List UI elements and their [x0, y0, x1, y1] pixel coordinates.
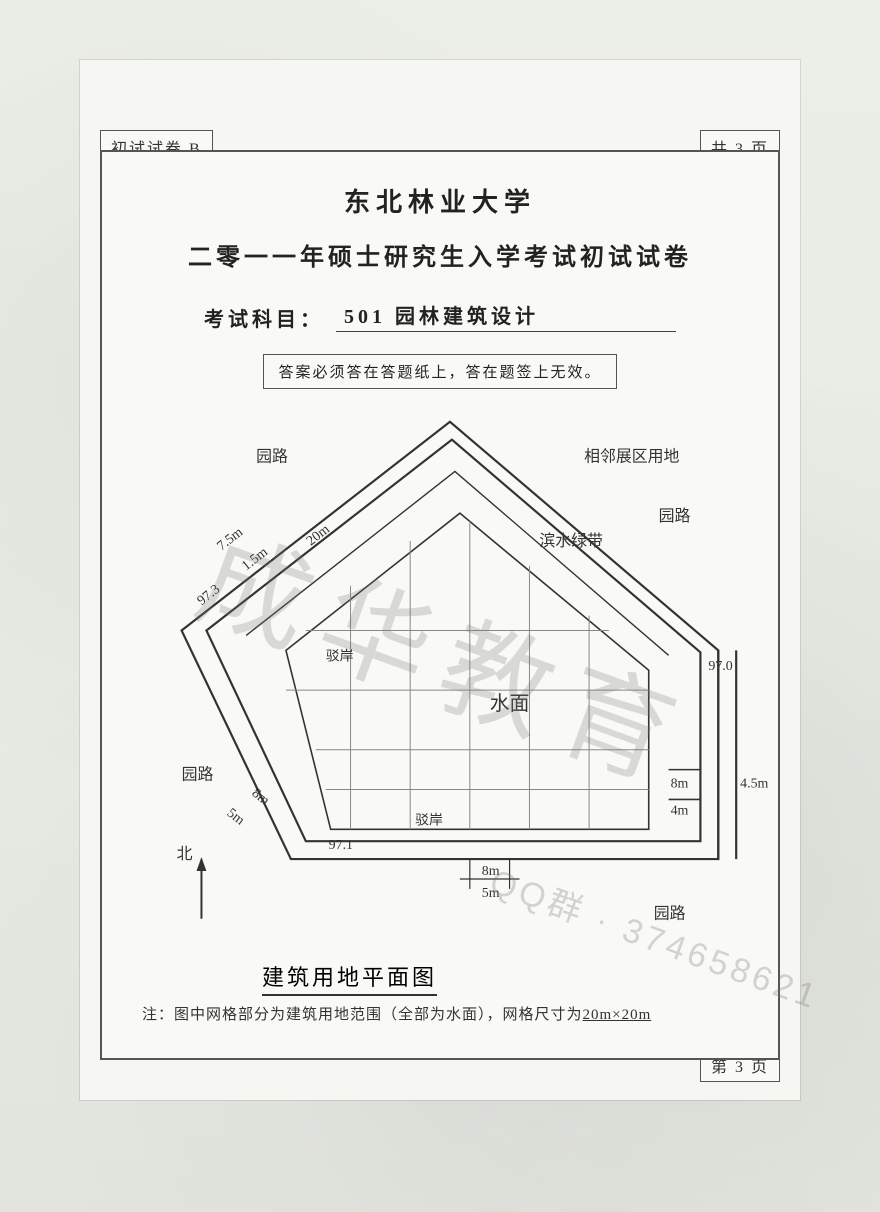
label-road-nw: 园路: [256, 448, 288, 466]
label-road-sw: 园路: [182, 766, 214, 784]
dim-5m-sw: 5m: [224, 806, 247, 829]
dim-1-5m: 1.5m: [239, 545, 271, 574]
exam-title: 二零一一年硕士研究生入学考试初试试卷: [102, 237, 778, 272]
label-road-s: 园路: [654, 905, 686, 923]
label-water: 水面: [490, 693, 530, 715]
dim-8m-s: 8m: [482, 864, 500, 879]
diagram-note: 注：图中网格部分为建筑用地范围（全部为水面），网格尺寸为20m×20m: [142, 1003, 651, 1024]
elev-97-1: 97.1: [329, 838, 353, 853]
label-adjacent: 相邻展区用地: [584, 448, 679, 466]
note-prefix: 注：图中网格部分为建筑用地范围（全部为水面），网格尺寸为: [142, 1007, 583, 1023]
site-plan-svg: 相邻展区用地 园路 滨水绿带 园路 园路 园路 水面 驳岸 驳岸 北 20m 7…: [112, 382, 768, 1038]
dim-7-5m: 7.5m: [215, 525, 247, 554]
subject-line: 考试科目： 501 园林建筑设计: [102, 300, 778, 332]
scanned-page: 初试试卷 B 共 3 页 第 3 页 东北林业大学 二零一一年硕士研究生入学考试…: [80, 60, 800, 1100]
dim-8m-sw: 8m: [249, 786, 272, 809]
header: 东北林业大学 二零一一年硕士研究生入学考试初试试卷 考试科目： 501 园林建筑…: [102, 152, 778, 389]
dim-4m: 4m: [671, 803, 689, 818]
note-grid: 20m×20m: [583, 1007, 652, 1023]
label-bank-2: 驳岸: [415, 812, 443, 828]
dim-20m: 20m: [304, 522, 333, 549]
university-name: 东北林业大学: [102, 182, 778, 219]
dim-8m-e: 8m: [671, 777, 689, 792]
label-bank-1: 驳岸: [326, 648, 354, 664]
label-north: 北: [177, 845, 193, 863]
dim-5m-s: 5m: [482, 886, 500, 901]
content-frame: 东北林业大学 二零一一年硕士研究生入学考试初试试卷 考试科目： 501 园林建筑…: [100, 150, 780, 1060]
subject-value: 501 园林建筑设计: [336, 300, 676, 332]
diagram-caption: 建筑用地平面图: [262, 960, 437, 996]
north-arrow: [196, 857, 206, 919]
subject-label: 考试科目：: [204, 303, 324, 332]
elev-97-0: 97.0: [708, 659, 732, 674]
site-plan-diagram: 相邻展区用地 园路 滨水绿带 园路 园路 园路 水面 驳岸 驳岸 北 20m 7…: [112, 382, 768, 1038]
label-greenbelt: 滨水绿带: [539, 532, 603, 550]
elev-97-3: 97.3: [195, 582, 223, 609]
dim-4-5m: 4.5m: [740, 777, 768, 792]
label-road-ne: 园路: [659, 507, 691, 525]
